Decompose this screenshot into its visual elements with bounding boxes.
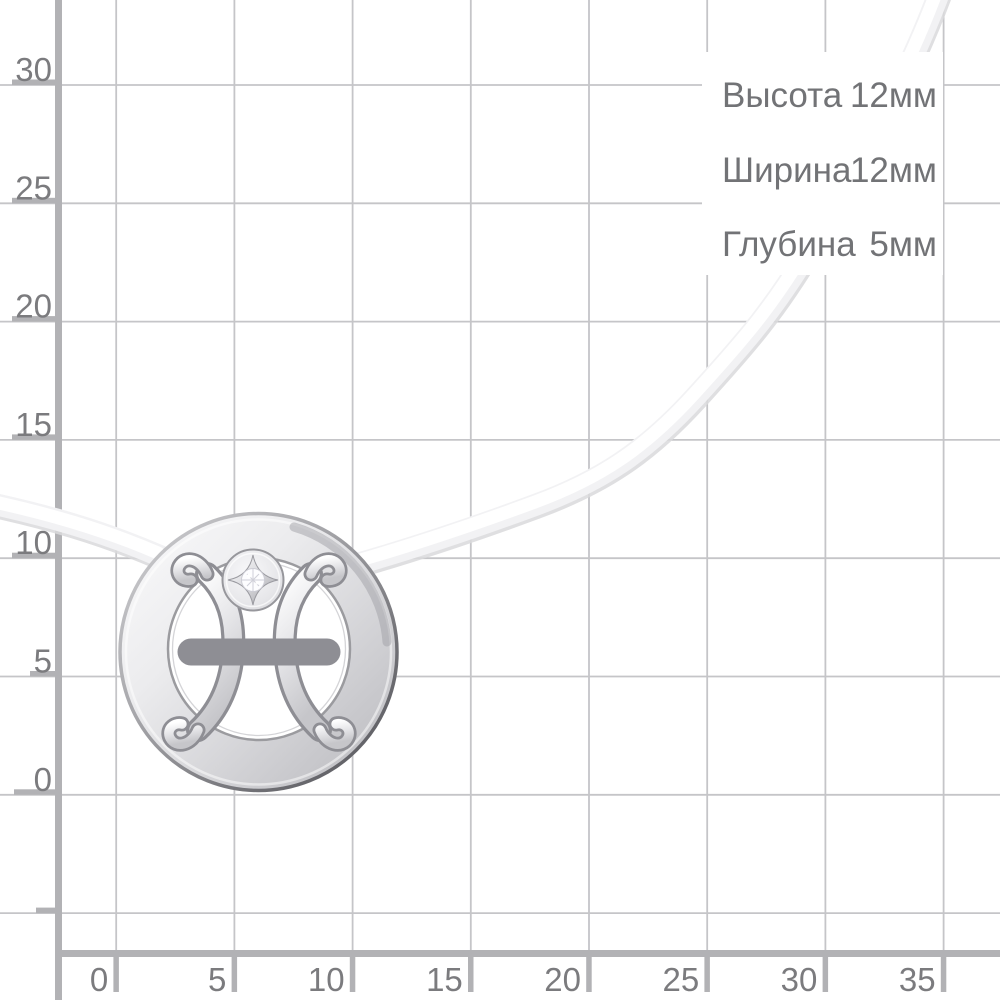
x-tick bbox=[468, 957, 474, 992]
y-axis-label: 15 bbox=[15, 406, 52, 443]
y-axis-bar bbox=[55, 0, 62, 1000]
dimension-value: 5мм bbox=[869, 225, 937, 264]
y-axis-label: 25 bbox=[15, 169, 52, 206]
y-axis-labels: 30 25 20 15 10 5 0 bbox=[15, 51, 52, 798]
dimension-value: 12мм bbox=[850, 151, 937, 190]
x-axis-label: 10 bbox=[308, 961, 345, 998]
pisces-symbol bbox=[161, 552, 357, 752]
x-axis-label: 20 bbox=[544, 961, 581, 998]
dimension-label: Ширина bbox=[722, 151, 852, 190]
pisces-tip-curl-top-left bbox=[170, 552, 215, 588]
x-tick bbox=[940, 957, 947, 992]
x-tick bbox=[113, 957, 119, 992]
dimension-panel: Высота 12мм Ширина 12мм Глубина 5мм bbox=[702, 52, 943, 275]
y-axis-label: 30 bbox=[15, 51, 52, 88]
x-axis-label: 15 bbox=[426, 961, 463, 998]
x-tick bbox=[822, 957, 829, 992]
y-tick bbox=[14, 789, 57, 795]
y-tick bbox=[12, 79, 57, 85]
x-tick bbox=[586, 957, 592, 992]
dimension-panel-background bbox=[702, 52, 943, 275]
y-axis-label: 0 bbox=[34, 761, 52, 798]
ruler-axes bbox=[12, 0, 1000, 1000]
x-axis-labels: 0 5 10 15 20 25 30 35 bbox=[90, 961, 936, 998]
dimension-label: Высота bbox=[722, 76, 843, 115]
y-tick bbox=[12, 197, 57, 204]
pisces-tip-curl-bottom-left bbox=[161, 716, 206, 752]
x-axis-label: 5 bbox=[208, 961, 226, 998]
y-tick bbox=[12, 316, 57, 322]
pisces-tip-curl-bottom-right bbox=[312, 716, 357, 752]
y-tick bbox=[12, 552, 57, 559]
pendant bbox=[118, 511, 399, 793]
pendant-disc-inner-glow bbox=[124, 518, 393, 786]
x-axis-label: 35 bbox=[899, 961, 936, 998]
x-axis-bar bbox=[55, 950, 1000, 957]
dimension-label: Глубина bbox=[722, 225, 856, 264]
diamond-stone bbox=[241, 568, 265, 592]
x-tick bbox=[704, 957, 710, 992]
x-axis-label: 0 bbox=[90, 961, 108, 998]
y-axis-label: 5 bbox=[34, 643, 52, 680]
x-axis-label: 30 bbox=[781, 961, 818, 998]
x-tick bbox=[349, 957, 356, 992]
dimension-value: 12мм bbox=[850, 76, 937, 115]
bezel-inner-ring bbox=[225, 552, 281, 608]
y-tick bbox=[12, 434, 57, 440]
pendant-disc-sheen bbox=[289, 522, 392, 647]
x-axis-label: 25 bbox=[662, 961, 699, 998]
x-tick bbox=[231, 957, 238, 992]
y-axis-label: 20 bbox=[15, 288, 52, 325]
y-tick bbox=[30, 671, 57, 677]
y-tick bbox=[36, 907, 57, 914]
pisces-tip-curl-top-right bbox=[303, 552, 348, 588]
cord-left-segment bbox=[0, 493, 172, 570]
